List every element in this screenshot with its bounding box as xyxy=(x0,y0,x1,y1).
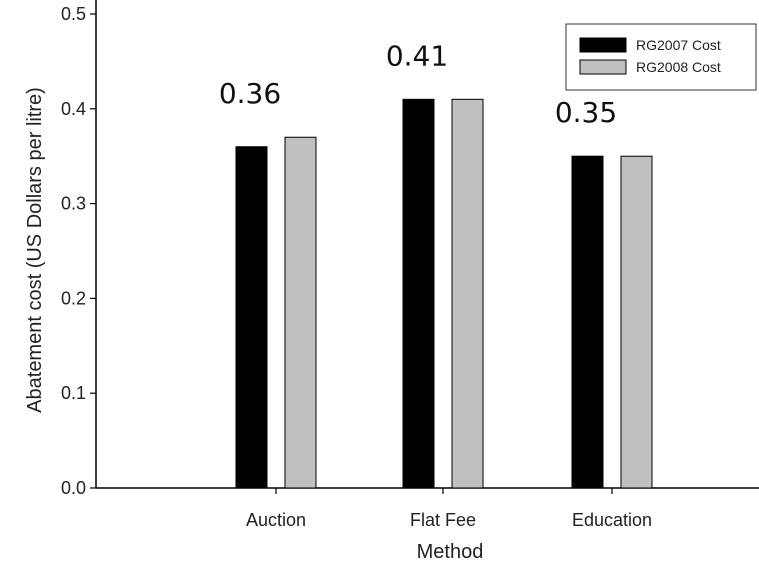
legend: RG2007 Cost RG2008 Cost xyxy=(565,23,757,91)
legend-swatch xyxy=(579,37,627,53)
data-label: 0.41 xyxy=(386,39,448,72)
bar-rg2007-auction xyxy=(235,146,268,489)
x-tick-label: Education xyxy=(572,510,652,530)
legend-swatch xyxy=(579,59,627,75)
y-tick-label: 0.2 xyxy=(61,288,86,308)
bar-rg2007-education xyxy=(571,155,604,489)
bar-rg2007-flat-fee xyxy=(402,98,435,489)
data-label: 0.35 xyxy=(555,96,617,129)
legend-label: RG2007 Cost xyxy=(636,37,721,53)
y-tick-label: 0.0 xyxy=(61,478,86,498)
axes: 0.0 0.1 0.2 0.3 0.4 0.5 Auction Flat Fee Educati… xyxy=(61,0,759,530)
bars xyxy=(235,98,653,489)
y-tick-label: 0.1 xyxy=(61,383,86,403)
labels: 0.36 0.41 0.35 xyxy=(219,39,617,129)
bar-rg2008-auction xyxy=(284,136,317,489)
x-tick-label: Auction xyxy=(246,510,306,530)
y-tick-label: 0.5 xyxy=(61,4,86,24)
bar-rg2008-education xyxy=(620,155,653,489)
y-tick-label: 0.4 xyxy=(61,99,86,119)
x-axis-title: Method xyxy=(417,541,484,563)
y-tick-label: 0.3 xyxy=(61,194,86,214)
legend-box xyxy=(565,23,757,91)
y-axis-title: Abatement cost (US Dollars per litre) xyxy=(24,87,46,413)
bar-rg2008-flat-fee xyxy=(451,98,484,489)
data-label: 0.36 xyxy=(219,77,281,110)
x-tick-label: Flat Fee xyxy=(410,510,476,530)
legend-label: RG2008 Cost xyxy=(636,59,721,75)
